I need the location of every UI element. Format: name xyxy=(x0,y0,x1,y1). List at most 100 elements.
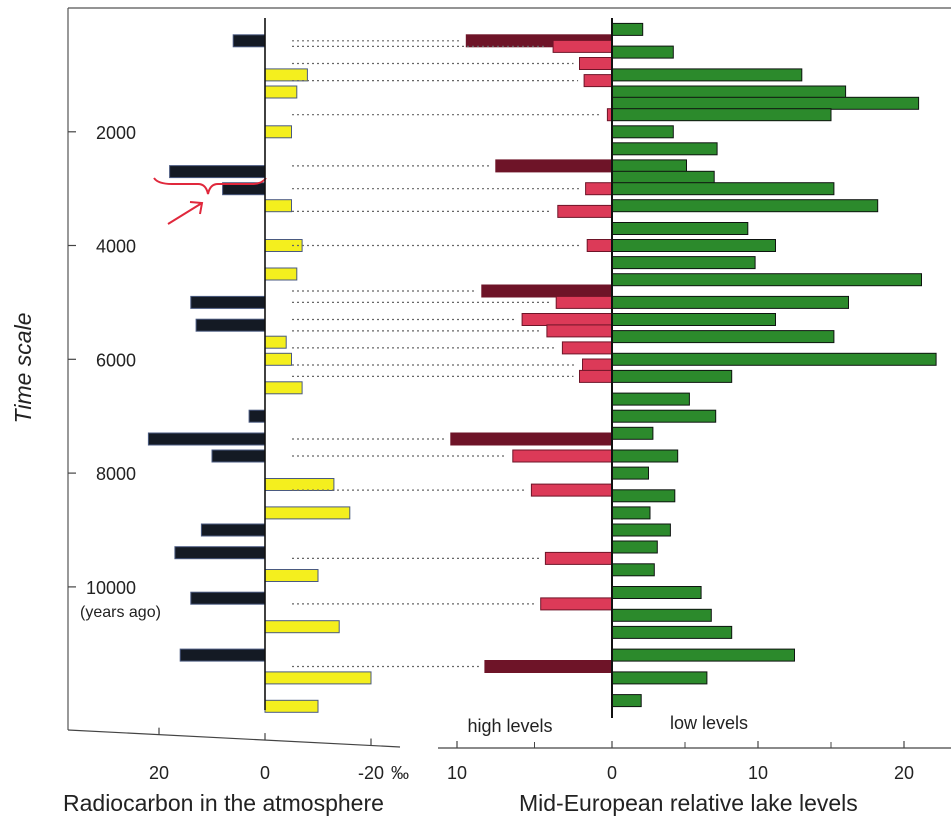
radiocarbon-bar xyxy=(264,199,292,213)
lake_high-bar xyxy=(546,324,613,338)
radiocarbon-bar xyxy=(264,125,292,139)
lake_low-bar xyxy=(611,466,649,480)
lake_low-bar xyxy=(611,142,718,156)
lake_high-bar xyxy=(586,239,613,252)
tick-layer: 2000 4000 6000 8000 10000 20 0 -20 10 0 10 20 xyxy=(68,123,914,783)
lake_low-bar xyxy=(611,563,655,577)
lake_high-bar xyxy=(579,57,613,70)
lake_high-bar xyxy=(512,449,613,463)
lake_low-bar xyxy=(611,256,756,270)
radiocarbon-bar xyxy=(264,671,372,685)
lake_low-bar xyxy=(611,125,674,139)
annotation-layer xyxy=(153,177,267,225)
lake_low-bar xyxy=(611,330,835,344)
lake_low-bar xyxy=(611,694,642,708)
radiocarbon-bar xyxy=(264,352,292,366)
lake_high-bar xyxy=(552,39,613,53)
lake_high-bar xyxy=(481,284,613,298)
lake_high-bar xyxy=(557,204,613,218)
lake_low-bar xyxy=(611,239,776,252)
y-unit-label: (years ago) xyxy=(80,604,161,621)
lake_low-bar xyxy=(611,45,674,59)
lake_high-bar xyxy=(579,369,613,383)
radiocarbon-bar xyxy=(264,506,351,520)
lake_high-bar xyxy=(544,551,613,565)
lake_low-bar xyxy=(611,586,702,599)
lake_low-bar xyxy=(611,540,658,554)
radiocarbon-bar xyxy=(264,569,319,582)
y-tick-label: 10000 xyxy=(86,578,136,598)
lake_high-bar xyxy=(583,74,613,88)
lake_high-bar xyxy=(484,660,613,673)
lake_low-bar xyxy=(611,22,644,36)
radiocarbon-bar xyxy=(190,295,266,309)
radiocarbon-bar xyxy=(190,591,266,605)
lake_low-bar xyxy=(611,352,937,366)
radiocarbon-bar xyxy=(200,523,266,537)
arrow-annotation xyxy=(167,201,204,225)
radiocarbon-bar xyxy=(264,620,340,634)
y-tick-label: 6000 xyxy=(96,350,136,370)
y-tick-label: 8000 xyxy=(96,464,136,484)
x-tick-label: 10 xyxy=(447,763,467,783)
bar-layer xyxy=(147,22,937,713)
low-levels-label: low levels xyxy=(670,713,748,733)
lake_low-bar xyxy=(611,222,749,235)
lake_low-bar xyxy=(611,369,733,383)
x-tick-label: 20 xyxy=(149,763,169,783)
lake_low-bar xyxy=(611,489,676,503)
lake_low-bar xyxy=(611,671,708,685)
radiocarbon-bar xyxy=(232,34,266,48)
lake_low-bar xyxy=(611,85,847,99)
radiocarbon-bar xyxy=(264,381,303,395)
lake_low-bar xyxy=(611,96,920,110)
lake_low-bar xyxy=(611,170,715,184)
lake_low-bar xyxy=(611,68,803,82)
lake_high-bar xyxy=(555,295,613,309)
lake_low-bar xyxy=(611,199,879,213)
lake_low-bar xyxy=(611,523,671,537)
connector-layer xyxy=(292,40,602,668)
lake_low-bar xyxy=(611,182,835,196)
lake_high-bar xyxy=(450,432,613,446)
bracket-annotation xyxy=(153,177,267,195)
y-tick-label: 2000 xyxy=(96,123,136,143)
lake_low-bar xyxy=(611,313,776,326)
radiocarbon-unit: ‰ xyxy=(391,763,409,783)
lake_low-bar xyxy=(611,273,922,287)
lake-x-title: Mid-European relative lake levels xyxy=(519,790,858,816)
high-levels-label: high levels xyxy=(467,716,552,736)
lake_high-bar xyxy=(495,159,613,173)
radiocarbon-bar xyxy=(264,68,308,82)
radiocarbon-bar xyxy=(264,478,335,491)
radiocarbon-bar xyxy=(179,648,266,662)
lake_high-bar xyxy=(521,313,613,326)
radiocarbon-bar xyxy=(264,239,303,252)
lake_low-bar xyxy=(611,506,651,520)
radiocarbon-bar xyxy=(248,409,266,423)
lake_low-bar xyxy=(611,449,679,463)
radiocarbon-bar xyxy=(264,267,298,281)
x-tick-label: 20 xyxy=(894,763,914,783)
y-axis-title: Time scale xyxy=(10,313,36,424)
radiocarbon-bar xyxy=(169,165,266,179)
radiocarbon-bar xyxy=(264,335,287,349)
radiocarbon-bar xyxy=(174,546,266,560)
radiocarbon-bar xyxy=(211,449,266,463)
axes-layer xyxy=(67,7,951,749)
radiocarbon-bar xyxy=(264,699,319,713)
radiocarbon-bar xyxy=(147,432,266,446)
lake_high-bar xyxy=(582,358,613,372)
radiocarbon-bar xyxy=(195,318,266,332)
radiocarbon-x-title: Radiocarbon in the atmosphere xyxy=(63,790,384,816)
radiocarbon-x-axis xyxy=(67,729,401,748)
lake_high-bar xyxy=(585,182,613,196)
lake_low-bar xyxy=(611,392,690,406)
lake_low-bar xyxy=(611,409,717,423)
x-tick-label: -20 xyxy=(358,763,384,783)
lake_low-bar xyxy=(611,426,654,440)
lake_low-bar xyxy=(611,295,849,309)
lake_high-bar xyxy=(540,597,613,611)
lake_low-bar xyxy=(611,625,733,639)
